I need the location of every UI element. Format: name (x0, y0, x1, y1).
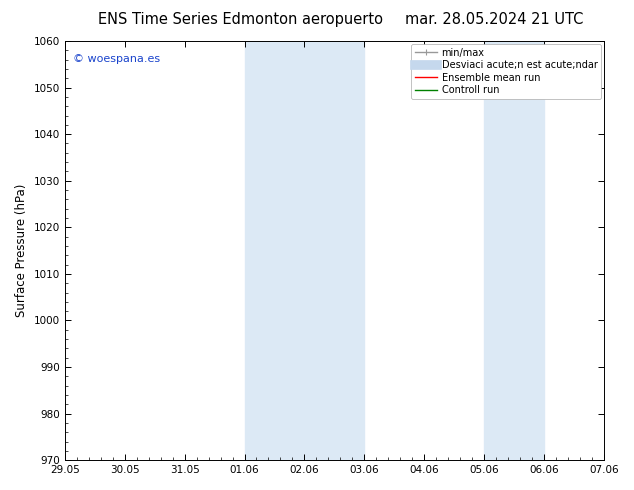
Legend: min/max, Desviaci acute;n est acute;ndar, Ensemble mean run, Controll run: min/max, Desviaci acute;n est acute;ndar… (411, 44, 601, 99)
Text: mar. 28.05.2024 21 UTC: mar. 28.05.2024 21 UTC (405, 12, 584, 27)
Bar (304, 41, 365, 460)
Bar (484, 41, 544, 460)
Bar (245, 41, 304, 460)
Text: © woespana.es: © woespana.es (73, 53, 160, 64)
Text: ENS Time Series Edmonton aeropuerto: ENS Time Series Edmonton aeropuerto (98, 12, 384, 27)
Y-axis label: Surface Pressure (hPa): Surface Pressure (hPa) (15, 184, 28, 318)
